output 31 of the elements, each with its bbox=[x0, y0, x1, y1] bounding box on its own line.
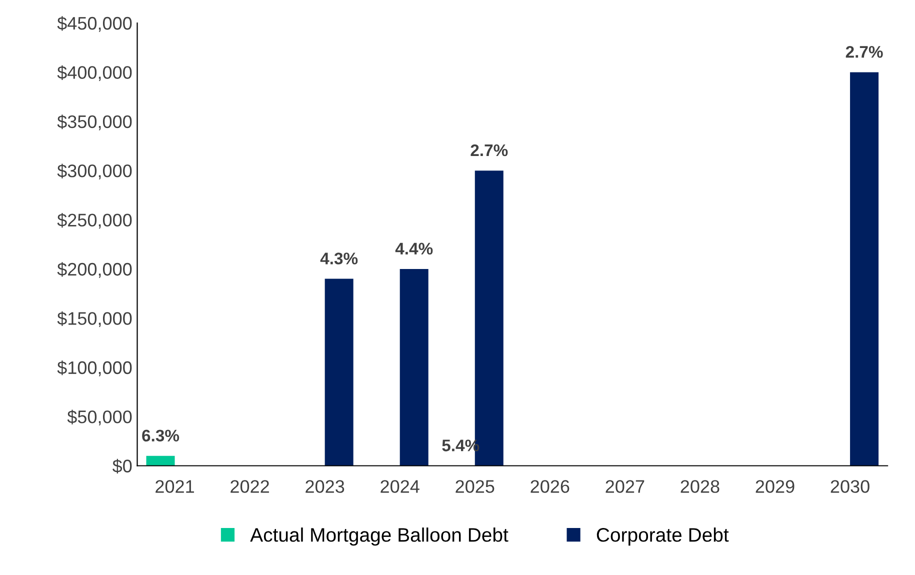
y-tick-label: $50,000 bbox=[67, 410, 132, 426]
y-tick-label: $250,000 bbox=[57, 212, 132, 229]
annotation: 4.3% bbox=[320, 252, 358, 264]
x-tick-label: 2026 bbox=[530, 480, 570, 493]
legend-label: Actual Mortgage Balloon Debt bbox=[250, 528, 508, 546]
x-tick-label: 2029 bbox=[756, 480, 794, 493]
y-tick-label: $150,000 bbox=[57, 311, 132, 328]
y-tick-label: $0 bbox=[112, 458, 132, 474]
x-tick-label: 2023 bbox=[306, 480, 344, 493]
y-tick-label: $200,000 bbox=[57, 262, 132, 278]
annotation: 2.7% bbox=[470, 144, 508, 156]
legend-label: Corporate Debt bbox=[596, 528, 729, 546]
annotation: 6.3% bbox=[142, 430, 180, 442]
y-tick-label: $400,000 bbox=[57, 65, 132, 82]
y-tick-label: $300,000 bbox=[57, 164, 132, 180]
bar bbox=[850, 72, 879, 466]
y-tick-label: $350,000 bbox=[57, 114, 132, 130]
x-tick-label: 2027 bbox=[606, 480, 644, 493]
annotation: 2.7% bbox=[846, 46, 883, 58]
x-tick-label: 2024 bbox=[380, 480, 420, 493]
y-tick-label: $450,000 bbox=[57, 16, 132, 32]
x-tick-label: 2021 bbox=[156, 480, 194, 493]
bar bbox=[146, 456, 175, 466]
x-tick-label: 2030 bbox=[830, 480, 870, 493]
x-tick-label: 2022 bbox=[230, 480, 269, 493]
x-tick-label: 2028 bbox=[680, 480, 720, 493]
bar bbox=[324, 278, 354, 466]
x-tick-label: 2025 bbox=[456, 480, 494, 493]
annotation: 4.4% bbox=[395, 242, 433, 255]
bar bbox=[400, 268, 428, 466]
y-tick-label: $100,000 bbox=[57, 360, 132, 376]
